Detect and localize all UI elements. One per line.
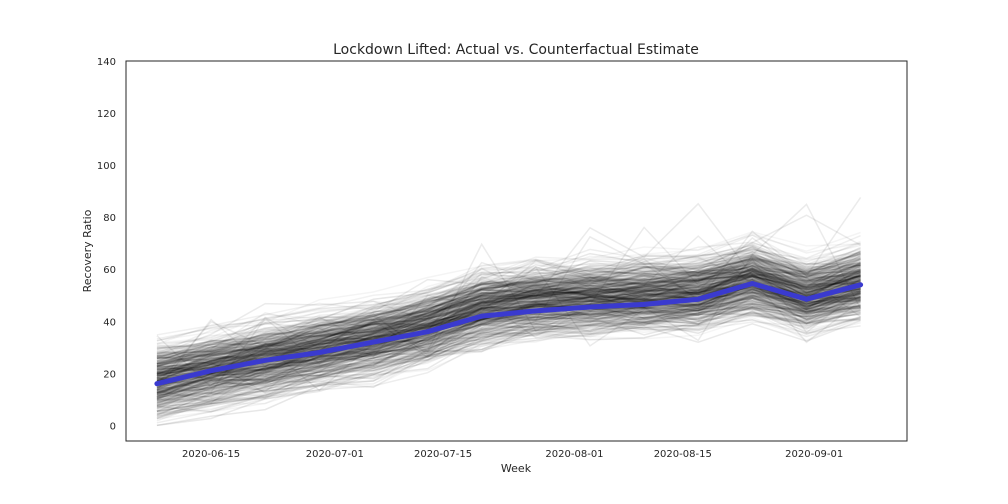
y-tick-label: 80 — [103, 213, 116, 224]
y-tick-label: 40 — [103, 317, 116, 328]
y-tick-label: 100 — [97, 161, 116, 172]
y-axis-ticks: 0 20 40 60 80 100 120 140 — [97, 57, 116, 432]
x-tick-label: 2020-08-01 — [545, 449, 603, 460]
x-tick-label: 2020-09-01 — [785, 449, 843, 460]
x-tick-label: 2020-07-01 — [306, 449, 364, 460]
y-tick-label: 140 — [97, 57, 116, 68]
chart-title: Lockdown Lifted: Actual vs. Counterfactu… — [333, 42, 699, 58]
y-tick-label: 60 — [103, 265, 116, 276]
y-axis-label: Recovery Ratio — [81, 209, 94, 292]
x-tick-label: 2020-07-15 — [414, 449, 472, 460]
x-axis-ticks: 2020-06-15 2020-07-01 2020-07-15 2020-08-01… — [182, 449, 843, 460]
x-tick-label: 2020-06-15 — [182, 449, 240, 460]
y-tick-label: 120 — [97, 109, 116, 120]
x-axis-label: Week — [501, 462, 532, 475]
y-tick-label: 20 — [103, 369, 116, 380]
x-tick-label: 2020-08-15 — [654, 449, 712, 460]
y-tick-label: 0 — [110, 421, 116, 432]
